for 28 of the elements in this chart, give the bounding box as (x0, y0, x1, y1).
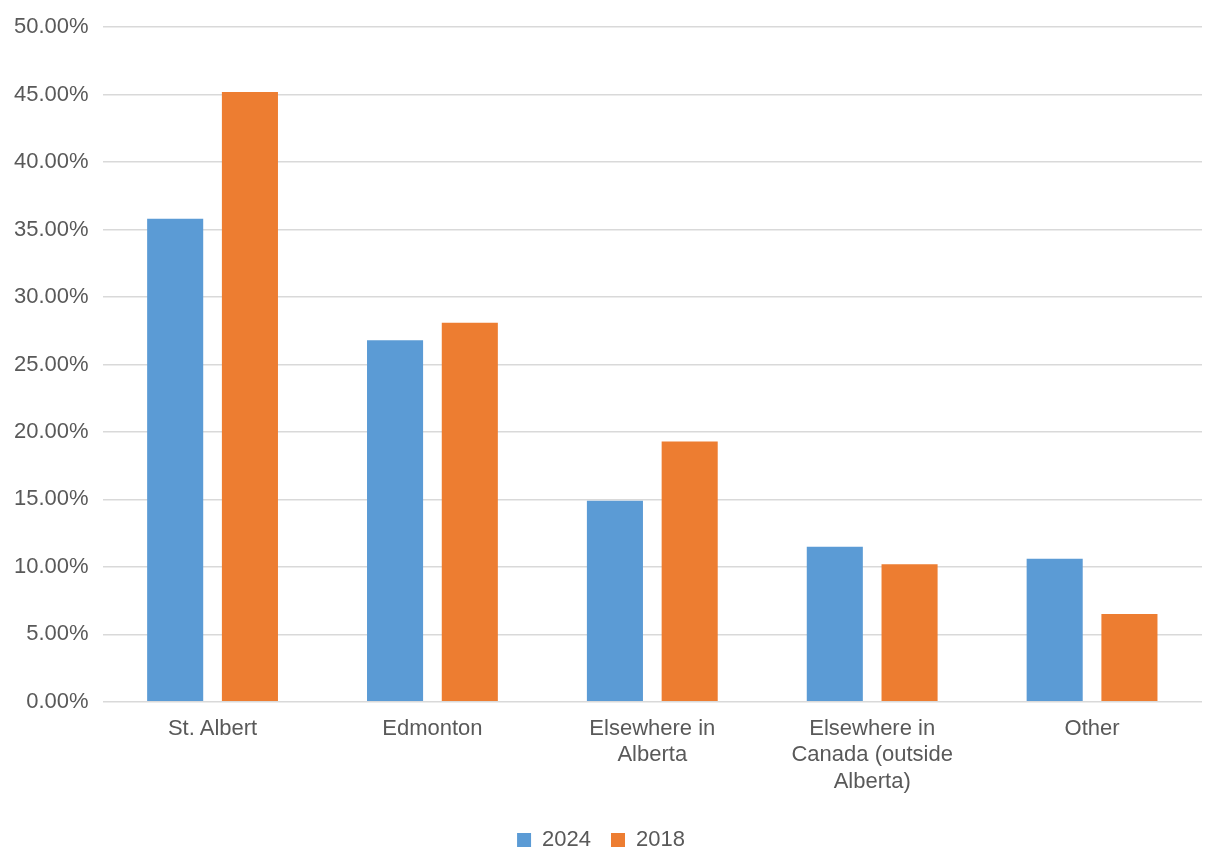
bar (586, 500, 643, 702)
bar (441, 322, 498, 702)
bar (661, 441, 718, 702)
y-tick-label: 15.00% (13, 485, 89, 511)
y-tick-label: 30.00% (13, 283, 89, 309)
bar (1026, 558, 1083, 702)
bar (367, 340, 424, 702)
x-tick-label: Elsewhere in Alberta (589, 715, 716, 767)
x-tick-label: Edmonton (382, 715, 483, 741)
legend-label: 2018 (636, 826, 685, 852)
bar (147, 218, 204, 702)
y-tick-label: 50.00% (13, 13, 89, 39)
bar (221, 91, 278, 702)
y-tick-label: 0.00% (26, 687, 89, 713)
x-tick-label: St. Albert (167, 715, 258, 741)
y-tick-label: 35.00% (13, 215, 89, 241)
x-tick-label: Elsewhere in Canada (outside Alberta) (791, 715, 953, 793)
y-tick-label: 10.00% (13, 552, 89, 578)
y-tick-label: 40.00% (13, 148, 89, 174)
y-tick-label: 45.00% (13, 80, 89, 106)
y-tick-label: 25.00% (13, 350, 89, 376)
bar (1101, 614, 1158, 702)
y-tick-label: 20.00% (13, 418, 89, 444)
y-tick-label: 5.00% (26, 620, 89, 646)
legend-label: 2024 (542, 826, 592, 852)
x-tick-label: Other (1064, 715, 1120, 741)
bar (881, 564, 938, 702)
bar (806, 546, 863, 702)
